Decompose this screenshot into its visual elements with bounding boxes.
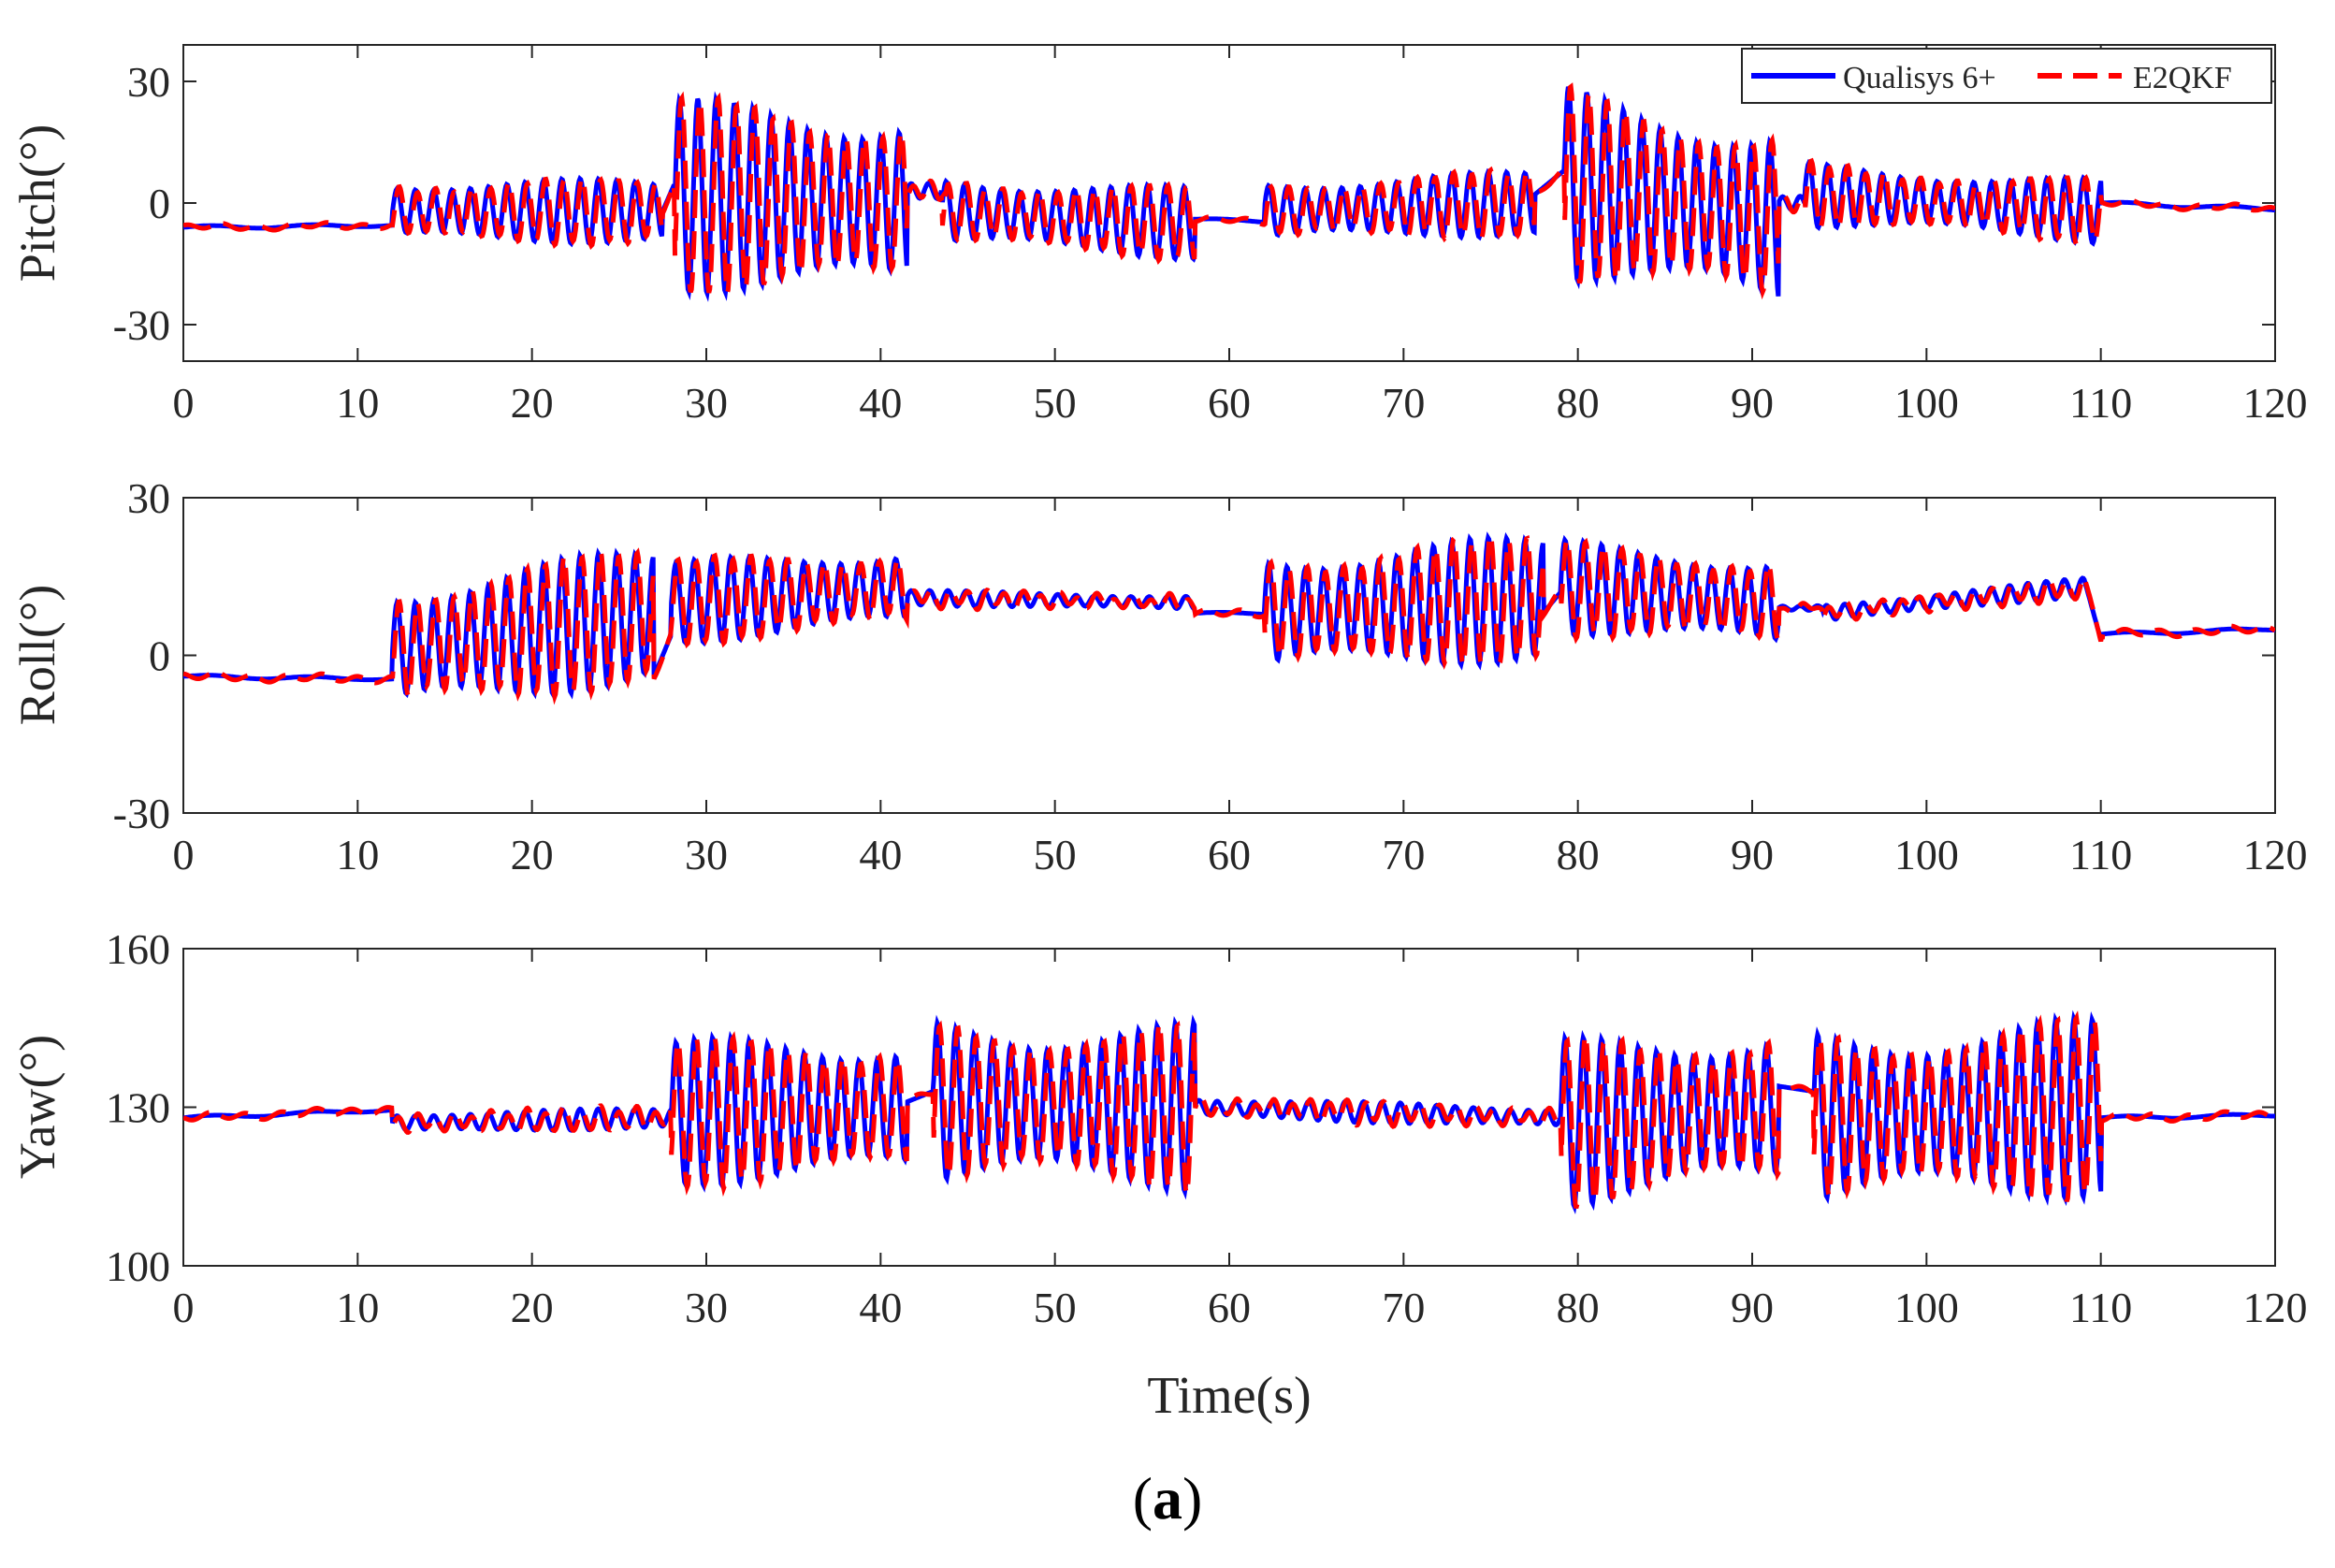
pitch-x-tick-label: 0 — [173, 379, 195, 427]
pitch-x-tick-label: 60 — [1208, 379, 1251, 427]
pitch-x-ticks: 0 10 20 30 40 50 60 70 80 90 100 110 120 — [173, 45, 2308, 427]
roll-x-tick-label: 70 — [1382, 831, 1425, 878]
yaw-y-tick-label: 130 — [106, 1084, 170, 1132]
pitch-y-ticks: 30 0 -30 — [113, 58, 2275, 349]
yaw-x-tick-label: 40 — [859, 1284, 902, 1331]
yaw-x-tick-label: 90 — [1731, 1284, 1774, 1331]
roll-x-tick-label: 30 — [685, 831, 728, 878]
yaw-y-tick-label: 160 — [106, 925, 170, 973]
roll-x-tick-label: 100 — [1894, 831, 1959, 878]
yaw-ylabel: Yaw(°) — [9, 1035, 65, 1179]
pitch-y-tick-label: 30 — [127, 58, 170, 106]
yaw-x-tick-label: 0 — [173, 1284, 195, 1331]
yaw-x-tick-label: 120 — [2243, 1284, 2308, 1331]
yaw-y-ticks: 160 130 100 — [106, 925, 2275, 1290]
pitch-x-tick-label: 100 — [1894, 379, 1959, 427]
pitch-x-tick-label: 20 — [511, 379, 554, 427]
yaw-x-ticks: 0 10 20 30 40 50 60 70 80 90 100 110 120 — [173, 949, 2308, 1331]
pitch-x-tick-label: 120 — [2243, 379, 2308, 427]
pitch-x-tick-label: 40 — [859, 379, 902, 427]
yaw-x-tick-label: 70 — [1382, 1284, 1425, 1331]
pitch-e2qkf-line — [183, 82, 2275, 300]
pitch-ylabel: Pitch(°) — [9, 124, 65, 283]
roll-x-tick-label: 110 — [2069, 831, 2132, 878]
roll-y-tick-label: 30 — [127, 474, 170, 522]
roll-y-tick-label: -30 — [113, 790, 170, 837]
yaw-x-tick-label: 80 — [1557, 1284, 1600, 1331]
yaw-x-tick-label: 50 — [1034, 1284, 1077, 1331]
legend: Qualisys 6+ E2QKF — [1741, 48, 2272, 104]
caption-letter: a — [1153, 1465, 1182, 1532]
roll-x-tick-label: 60 — [1208, 831, 1251, 878]
roll-x-tick-label: 40 — [859, 831, 902, 878]
pitch-x-tick-label: 30 — [685, 379, 728, 427]
pitch-x-tick-label: 80 — [1557, 379, 1600, 427]
roll-axes-box — [182, 497, 2276, 814]
roll-x-tick-label: 50 — [1034, 831, 1077, 878]
yaw-x-tick-label: 30 — [685, 1284, 728, 1331]
roll-panel: 0 10 20 30 40 50 60 70 80 90 100 110 120 300-30 Roll… — [9, 474, 2308, 878]
pitch-x-tick-label: 10 — [336, 379, 379, 427]
roll-x-ticks: 0 10 20 30 40 50 60 70 80 90 100 110 120 — [173, 498, 2308, 878]
pitch-panel: 0 10 20 30 40 50 60 70 80 90 100 110 120 300-30 Pitc… — [9, 44, 2308, 427]
yaw-x-tick-label: 20 — [511, 1284, 554, 1331]
yaw-x-tick-label: 10 — [336, 1284, 379, 1331]
roll-x-tick-label: 20 — [511, 831, 554, 878]
roll-ylabel: Roll(°) — [9, 585, 65, 726]
pitch-y-tick-label: -30 — [113, 301, 170, 349]
legend-qualisys-label: Qualisys 6+ — [1843, 61, 1996, 95]
roll-x-tick-label: 0 — [173, 831, 195, 878]
roll-e2qkf-line — [183, 530, 2275, 705]
roll-x-tick-label: 80 — [1557, 831, 1600, 878]
yaw-panel: 0 10 20 30 40 50 60 70 80 90 100 110 120 160 130 100 Y… — [9, 925, 2308, 1425]
roll-x-tick-label: 10 — [336, 831, 379, 878]
roll-y-ticks: 30 0 -30 — [113, 474, 2275, 837]
roll-y-tick-label: 0 — [149, 632, 170, 680]
pitch-x-tick-label: 70 — [1382, 379, 1425, 427]
pitch-x-tick-label: 90 — [1731, 379, 1774, 427]
roll-x-tick-label: 90 — [1731, 831, 1774, 878]
yaw-y-tick-label: 100 — [106, 1242, 170, 1290]
figure-caption: (a) — [1132, 1465, 1203, 1532]
pitch-y-tick-label: 0 — [149, 180, 170, 227]
time-xlabel: Time(s) — [1147, 1367, 1311, 1425]
yaw-e2qkf-line — [183, 1010, 2275, 1211]
yaw-x-tick-label: 60 — [1208, 1284, 1251, 1331]
roll-x-tick-label: 120 — [2243, 831, 2308, 878]
yaw-x-tick-label: 100 — [1894, 1284, 1959, 1331]
legend-e2qkf-label: E2QKF — [2133, 61, 2232, 95]
yaw-x-tick-label: 110 — [2069, 1284, 2132, 1331]
pitch-x-tick-label: 110 — [2069, 379, 2132, 427]
pitch-x-tick-label: 50 — [1034, 379, 1077, 427]
